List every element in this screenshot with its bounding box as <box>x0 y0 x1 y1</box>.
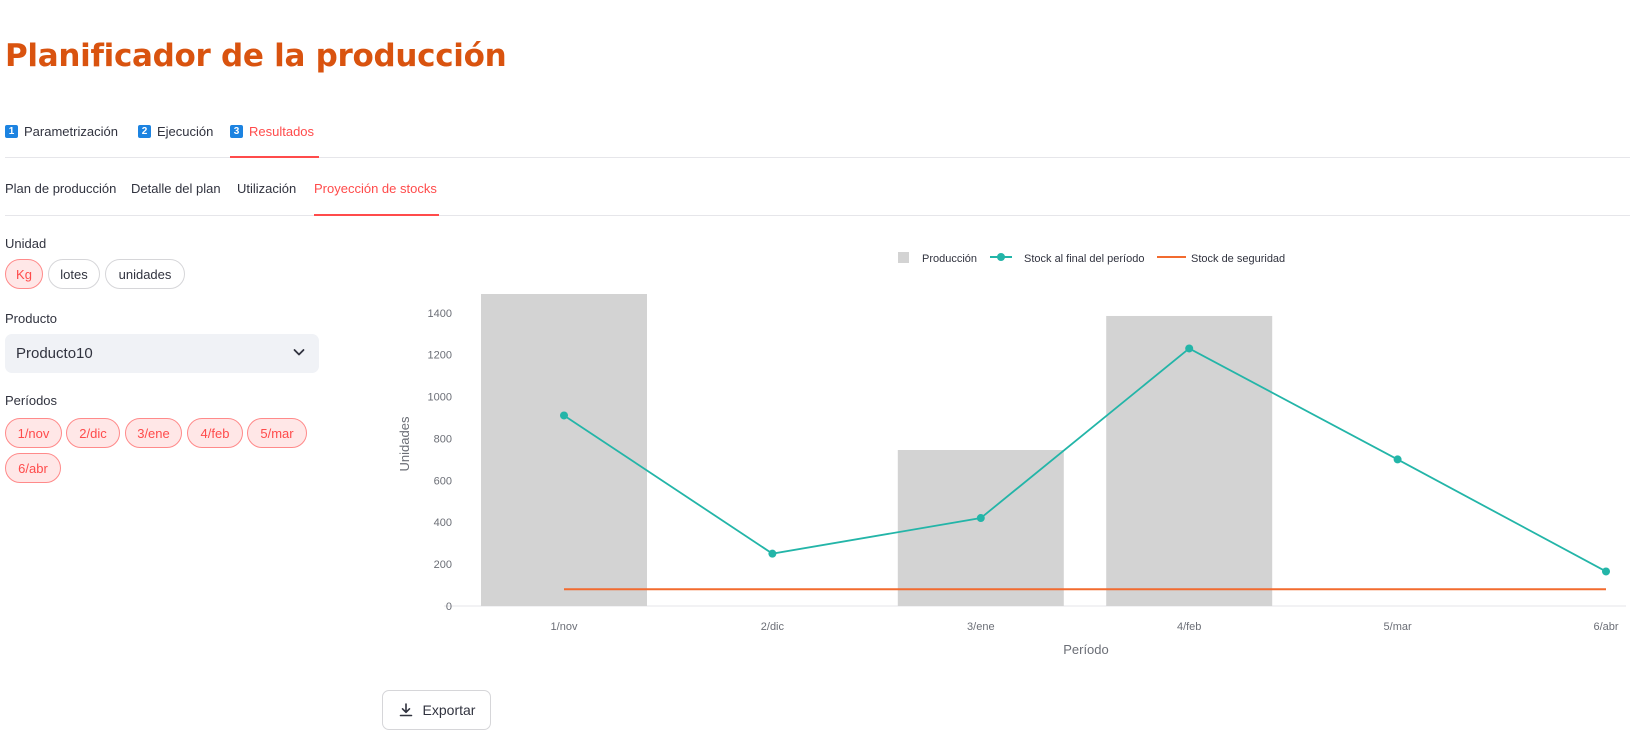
periodo-pill-6-abr[interactable]: 6/abr <box>5 453 61 483</box>
point-stock-final <box>560 411 568 420</box>
x-tick-label: 6/abr <box>1593 621 1618 633</box>
tab-parametrizacion[interactable]: 1 Parametrización <box>5 124 118 158</box>
unidad-pill-kg[interactable]: Kg <box>5 259 43 289</box>
y-tick-label: 0 <box>446 601 452 613</box>
bar-produccion <box>481 293 647 606</box>
x-axis-label: Período <box>1063 642 1109 657</box>
number-2-icon: 2 <box>138 125 151 138</box>
y-tick-label: 800 <box>434 433 452 445</box>
y-tick-label: 200 <box>434 559 452 571</box>
producto-select[interactable]: Producto10 <box>5 334 319 373</box>
point-stock-final <box>1393 455 1402 464</box>
chevron-down-icon <box>293 349 305 356</box>
results-tabs: Plan de producción Detalle del plan Util… <box>5 176 1630 216</box>
main-tabs: 1 Parametrización 2 Ejecución 3 Resultad… <box>5 118 1630 158</box>
periodo-pill-4-feb[interactable]: 4/feb <box>187 418 243 448</box>
y-tick-label: 600 <box>434 475 452 487</box>
unidad-pill-lotes[interactable]: lotes <box>48 259 100 289</box>
y-tick-label: 1200 <box>428 350 452 362</box>
tab-detalle-del-plan[interactable]: Detalle del plan <box>131 181 221 196</box>
x-tick-label: 5/mar <box>1384 621 1412 633</box>
point-stock-final <box>976 514 985 523</box>
y-axis-label: Unidades <box>397 416 412 471</box>
producto-label: Producto <box>5 311 58 326</box>
x-tick-label: 3/ene <box>967 621 995 633</box>
periodo-pill-3-ene[interactable]: 3/ene <box>125 418 182 448</box>
legend-swatch-produccion <box>898 252 909 263</box>
legend-label-produccion: Producción <box>922 253 977 265</box>
chart-legend: Producción Stock al final del período St… <box>898 252 1285 265</box>
tab-plan-de-produccion[interactable]: Plan de producción <box>5 181 117 196</box>
producto-select-value: Producto10 <box>16 345 93 362</box>
unidad-pill-unidades[interactable]: unidades <box>105 259 185 289</box>
point-stock-final <box>1185 344 1194 353</box>
x-tick-label: 4/feb <box>1177 621 1201 633</box>
x-tick-label: 2/dic <box>761 621 785 633</box>
tab-label: Resultados <box>249 124 315 139</box>
tab-label: Ejecución <box>157 124 214 139</box>
number-1-icon: 1 <box>5 125 18 138</box>
periodo-pill-2-dic[interactable]: 2/dic <box>66 418 120 448</box>
legend-marker-stock <box>997 253 1005 261</box>
periodo-pill-1-nov[interactable]: 1/nov <box>5 418 62 448</box>
download-icon <box>399 703 412 717</box>
export-label: Exportar <box>422 702 476 718</box>
point-stock-final <box>1602 567 1610 576</box>
point-stock-final <box>768 549 777 558</box>
y-tick-label: 400 <box>434 517 452 529</box>
tab-proyeccion-de-stocks[interactable]: Proyección de stocks <box>314 181 439 216</box>
y-tick-label: 1000 <box>428 392 452 404</box>
legend-label-stock: Stock al final del período <box>1024 253 1144 265</box>
tab-ejecucion[interactable]: 2 Ejecución <box>138 124 213 158</box>
export-button[interactable]: Exportar <box>382 690 491 730</box>
page-title: Planificador de la producción <box>5 38 507 74</box>
number-3-icon: 3 <box>230 125 243 138</box>
legend-label-seguridad: Stock de seguridad <box>1191 253 1285 265</box>
tab-utilizacion[interactable]: Utilización <box>237 181 297 196</box>
periodo-pill-5-mar[interactable]: 5/mar <box>247 418 307 448</box>
bar-produccion <box>1106 315 1273 606</box>
unidad-label: Unidad <box>5 236 47 251</box>
bar-produccion <box>897 449 1064 606</box>
tab-resultados[interactable]: 3 Resultados <box>230 124 319 158</box>
x-tick-label: 1/nov <box>551 621 578 633</box>
periodos-label: Períodos <box>5 393 58 408</box>
line-stock-final <box>563 347 1607 573</box>
y-tick-label: 1400 <box>428 308 452 320</box>
tab-label: Parametrización <box>24 124 118 139</box>
